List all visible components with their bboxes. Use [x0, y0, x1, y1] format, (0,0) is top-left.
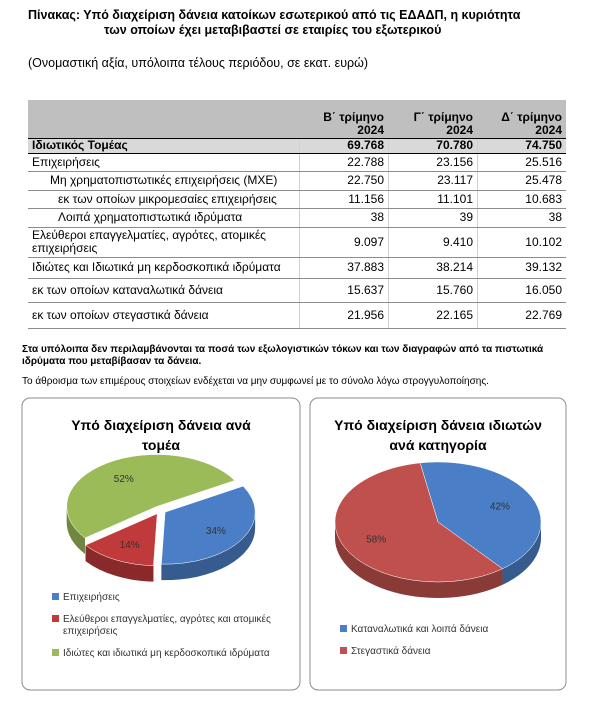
legend-label: Ιδιώτες και ιδιωτικά μη κερδοσκοπικά ιδρ… [63, 647, 270, 659]
value-cell: 39 [388, 208, 478, 228]
table-row: Λοιπά χρηματοπιστωτικά ιδρύματα 38 39 38 [28, 208, 566, 228]
title-line: των οποίων έχει μεταβιβαστεί σε εταιρίες… [104, 23, 442, 37]
pie-side [335, 522, 503, 599]
label-cell: Ιδιώτες και Ιδιωτικά μη κερδοσκοπικά ιδρ… [28, 257, 300, 279]
table-row: εκ των οποίων στεγαστικά δάνεια 21.956 22.… [28, 302, 566, 329]
column-header: Β΄ τρίμηνο 2024 [299, 100, 389, 139]
pie-top [334, 462, 504, 583]
value-cell: 15.760 [388, 278, 478, 303]
value-cell: 37.883 [299, 257, 389, 279]
column-header: Δ΄ τρίμηνο 2024 [477, 100, 566, 139]
value-cell: 38.214 [388, 257, 478, 279]
title: Πίνακας: Υπό διαχείριση δάνεια κατοίκων … [28, 8, 588, 38]
value-cell: 74.750 [477, 138, 566, 154]
pie-side [66, 506, 85, 554]
header-row: Β΄ τρίμηνο 2024 Γ΄ τρίμηνο 2024 Δ΄ τρίμηνο… [28, 100, 566, 139]
legend-label: Ελεύθεροι επαγγελματίες, αγρότες και ατο… [63, 613, 271, 637]
pie-side [502, 522, 541, 585]
table-row: Ελεύθεροι επαγγελματίες, αγρότες, ατομικ… [28, 227, 566, 258]
legend-swatch [52, 593, 59, 600]
pie-top [161, 485, 256, 565]
data-label: 42% [490, 502, 510, 513]
column-header: Γ΄ τρίμηνο 2024 [388, 100, 478, 139]
subtitle: (Ονομαστική αξία, υπόλοιπα τέλους περιόδ… [28, 56, 369, 70]
table-row: Ιδιώτες και Ιδιωτικά μη κερδοσκοπικά ιδρ… [28, 257, 566, 279]
label-cell: Λοιπά χρηματοπιστωτικά ιδρύματα [28, 208, 300, 228]
value-cell: 38 [477, 208, 566, 228]
value-cell: 70.780 [388, 138, 478, 154]
pie-slice [85, 513, 158, 582]
value-cell: 25.478 [477, 171, 566, 191]
value-cell: 10.683 [477, 190, 566, 209]
value-cell: 9.410 [388, 227, 478, 258]
label-cell: Μη χρηματοπιστωτικές επιχειρήσεις (ΜΧΕ) [28, 171, 300, 191]
value-cell: 11.101 [388, 190, 478, 209]
value-cell: 15.637 [299, 278, 389, 303]
legend-label: Καταναλωτικά και λοιπά δάνεια [351, 623, 488, 635]
value-cell: 9.097 [299, 227, 389, 258]
legend-label: Επιχειρήσεις [63, 591, 120, 603]
pie-top [66, 454, 236, 539]
data-label: 34% [206, 526, 226, 537]
value-cell: 22.769 [477, 302, 566, 329]
table-row: Ιδιωτικός Τομέας 69.768 70.780 74.750 [28, 138, 566, 154]
data-label: 52% [114, 474, 134, 485]
label-cell: εκ των οποίων καταναλωτικά δάνεια [28, 278, 300, 303]
chart-title: Υπό διαχείριση δάνεια ιδιωτών ανά κατηγορ… [334, 417, 542, 453]
legend-swatch [340, 647, 347, 654]
label-cell: Ελεύθεροι επαγγελματίες, αγρότες, ατομικ… [28, 227, 300, 258]
legend-swatch [52, 649, 59, 656]
pie-slice [419, 461, 542, 585]
value-cell: 23.117 [388, 171, 478, 191]
table-body: Ιδιωτικός Τομέας 69.768 70.780 74.750 Επιχει… [28, 138, 566, 329]
table-row: εκ των οποίων καταναλωτικά δάνεια 15.637 1… [28, 278, 566, 303]
value-cell: 38 [299, 208, 389, 228]
legend-label: Στεγαστικά δάνεια [351, 645, 431, 657]
value-cell: 22.750 [299, 171, 389, 191]
value-cell: 22.788 [299, 153, 389, 172]
value-cell: 21.956 [299, 302, 389, 329]
pie-slice [161, 485, 256, 581]
note: Το άθροισμα των επιμέρους στοιχείων ενδέ… [22, 376, 489, 387]
data-label: 14% [120, 540, 140, 551]
label-cell: εκ των οποίων στεγαστικά δάνεια [28, 302, 300, 329]
chart-title: Υπό διαχείριση δάνεια ανά τομέα [71, 417, 251, 453]
value-cell: 22.165 [388, 302, 478, 329]
data-table: Β΄ τρίμηνο 2024 Γ΄ τρίμηνο 2024 Δ΄ τρίμηνο… [28, 100, 566, 329]
title-line: Πίνακας: Υπό διαχείριση δάνεια κατοίκων … [28, 8, 521, 22]
legend-swatch [52, 615, 59, 622]
legend-swatch [340, 625, 347, 632]
table-row: εκ των οποίων μικρομεσαίες επιχειρήσεις 1… [28, 190, 566, 209]
label-cell: Ιδιωτικός Τομέας [28, 138, 300, 154]
pie-side [85, 545, 154, 582]
table-row: Μη χρηματοπιστωτικές επιχειρήσεις (ΜΧΕ) 2… [28, 171, 566, 191]
value-cell: 16.050 [477, 278, 566, 303]
pie-top [85, 513, 158, 566]
table-row: Επιχειρήσεις 22.788 23.156 25.516 [28, 153, 566, 172]
pie-slice [66, 454, 236, 554]
pie-top [419, 461, 542, 570]
pie-slice [334, 462, 504, 599]
value-cell: 23.156 [388, 153, 478, 172]
value-cell: 25.516 [477, 153, 566, 172]
label-cell: Επιχειρήσεις [28, 153, 300, 172]
value-cell: 11.156 [299, 190, 389, 209]
value-cell: 39.132 [477, 257, 566, 279]
label-cell: εκ των οποίων μικρομεσαίες επιχειρήσεις [28, 190, 300, 209]
header-cell [28, 100, 300, 139]
note: Στα υπόλοιπα δεν περιλαμβάνονται τα ποσά… [22, 344, 544, 367]
value-cell: 10.102 [477, 227, 566, 258]
value-cell: 69.768 [299, 138, 389, 154]
data-label: 58% [366, 534, 386, 545]
